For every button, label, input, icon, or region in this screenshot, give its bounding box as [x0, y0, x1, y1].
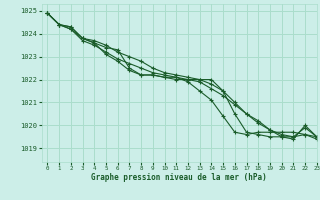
X-axis label: Graphe pression niveau de la mer (hPa): Graphe pression niveau de la mer (hPa)	[91, 173, 267, 182]
